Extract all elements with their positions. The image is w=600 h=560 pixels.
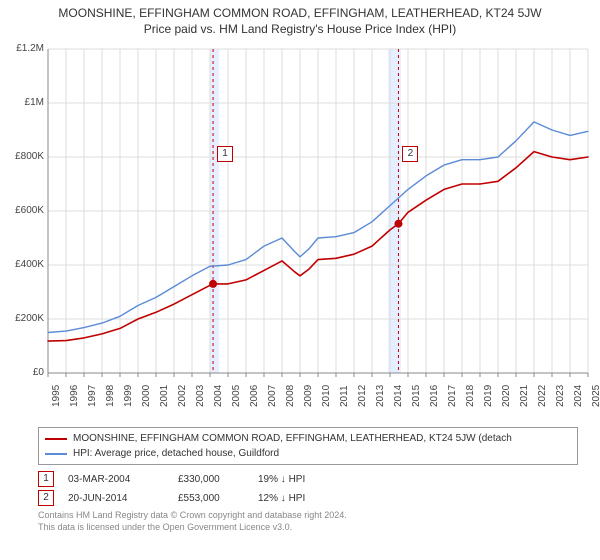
y-tick-label: £400K <box>8 259 44 270</box>
x-tick-label: 2019 <box>483 385 494 407</box>
chart-marker-label: 2 <box>402 146 418 162</box>
x-tick-label: 2025 <box>591 385 600 407</box>
footnote-row: 1 03-MAR-2004 £330,000 19% ↓ HPI <box>38 471 578 487</box>
legend-item: MOONSHINE, EFFINGHAM COMMON ROAD, EFFING… <box>45 431 571 446</box>
y-tick-label: £200K <box>8 313 44 324</box>
footnote-delta: 19% ↓ HPI <box>258 474 368 485</box>
legend-label: HPI: Average price, detached house, Guil… <box>73 446 279 461</box>
x-tick-label: 2008 <box>285 385 296 407</box>
x-tick-label: 2016 <box>429 385 440 407</box>
x-tick-label: 2012 <box>357 385 368 407</box>
footnotes: 1 03-MAR-2004 £330,000 19% ↓ HPI 2 20-JU… <box>38 471 578 506</box>
x-tick-label: 2023 <box>555 385 566 407</box>
x-tick-label: 2014 <box>393 385 404 407</box>
chart-svg <box>8 43 592 423</box>
chart-subtitle: Price paid vs. HM Land Registry's House … <box>8 22 592 38</box>
x-tick-label: 2006 <box>249 385 260 407</box>
footnote-delta: 12% ↓ HPI <box>258 493 368 504</box>
x-tick-label: 2004 <box>213 385 224 407</box>
x-tick-label: 2002 <box>177 385 188 407</box>
y-tick-label: £1M <box>8 97 44 108</box>
x-tick-label: 2018 <box>465 385 476 407</box>
x-tick-label: 2022 <box>537 385 548 407</box>
x-tick-label: 2021 <box>519 385 530 407</box>
x-tick-label: 1995 <box>51 385 62 407</box>
footnote-marker: 1 <box>38 471 54 487</box>
footnote-marker: 2 <box>38 490 54 506</box>
x-tick-label: 2010 <box>321 385 332 407</box>
legend-swatch <box>45 453 67 455</box>
x-tick-label: 1999 <box>123 385 134 407</box>
footnote-price: £553,000 <box>178 493 258 504</box>
legend-label: MOONSHINE, EFFINGHAM COMMON ROAD, EFFING… <box>73 431 512 446</box>
legend: MOONSHINE, EFFINGHAM COMMON ROAD, EFFING… <box>38 427 578 465</box>
x-tick-label: 2017 <box>447 385 458 407</box>
licence-text: Contains HM Land Registry data © Crown c… <box>38 510 592 533</box>
x-tick-label: 2000 <box>141 385 152 407</box>
y-tick-label: £800K <box>8 151 44 162</box>
chart-title: MOONSHINE, EFFINGHAM COMMON ROAD, EFFING… <box>8 6 592 22</box>
x-tick-label: 1998 <box>105 385 116 407</box>
x-tick-label: 2007 <box>267 385 278 407</box>
y-tick-label: £600K <box>8 205 44 216</box>
chart-plot-area: £0 £200K £400K £600K £800K £1M £1.2M 1995 1996 1… <box>8 43 592 423</box>
x-tick-label: 2015 <box>411 385 422 407</box>
x-tick-label: 2020 <box>501 385 512 407</box>
footnote-date: 03-MAR-2004 <box>68 474 178 485</box>
licence-line: Contains HM Land Registry data © Crown c… <box>38 510 347 520</box>
y-tick-label: £0 <box>8 367 44 378</box>
x-tick-label: 1996 <box>69 385 80 407</box>
legend-item: HPI: Average price, detached house, Guil… <box>45 446 571 461</box>
y-tick-label: £1.2M <box>8 43 44 54</box>
x-tick-label: 1997 <box>87 385 98 407</box>
footnote-date: 20-JUN-2014 <box>68 493 178 504</box>
chart-marker-label: 1 <box>217 146 233 162</box>
chart-container: MOONSHINE, EFFINGHAM COMMON ROAD, EFFING… <box>0 0 600 560</box>
x-tick-label: 2003 <box>195 385 206 407</box>
x-tick-label: 2001 <box>159 385 170 407</box>
x-tick-label: 2005 <box>231 385 242 407</box>
licence-line: This data is licensed under the Open Gov… <box>38 522 292 532</box>
x-tick-label: 2009 <box>303 385 314 407</box>
footnote-row: 2 20-JUN-2014 £553,000 12% ↓ HPI <box>38 490 578 506</box>
x-tick-label: 2011 <box>339 386 350 408</box>
footnote-price: £330,000 <box>178 474 258 485</box>
legend-swatch <box>45 438 67 440</box>
x-tick-label: 2013 <box>375 385 386 407</box>
x-tick-label: 2024 <box>573 385 584 407</box>
